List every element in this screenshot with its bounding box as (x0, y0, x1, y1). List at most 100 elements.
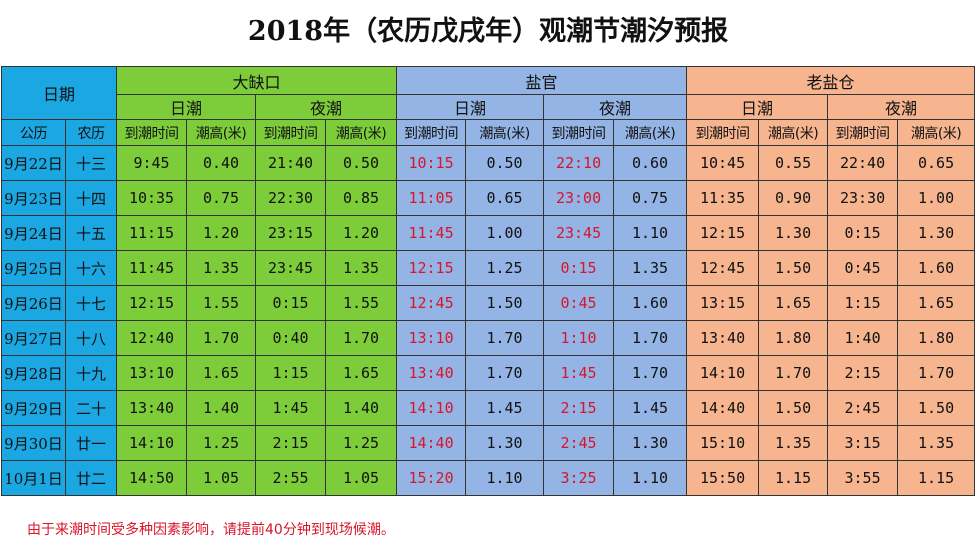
tide-height-header: 潮高(米) (613, 119, 688, 146)
yanguan-day-time-cell: 12:45 (396, 285, 467, 321)
yanguan-day-time-cell: 12:15 (396, 250, 467, 286)
daquekou-night-time-cell: 1:15 (255, 355, 327, 391)
laoyancang-night-height-cell: 1.65 (897, 285, 976, 321)
daquekou-night-height-cell: 0.50 (325, 145, 398, 181)
daquekou-day-time-cell: 10:35 (116, 180, 188, 216)
laoyancang-day-height-cell: 0.55 (758, 145, 829, 181)
laoyancang-night-height-cell: 1.50 (897, 390, 976, 426)
yanguan-night-time-cell: 2:15 (543, 390, 615, 426)
night-tide-header: 夜潮 (543, 94, 688, 120)
laoyancang-day-time-cell: 12:45 (686, 250, 760, 286)
solar-date-cell: 9月25日 (1, 250, 66, 286)
laoyancang-night-time-cell: 0:15 (827, 215, 899, 251)
yanguan-night-height-cell: 1.10 (613, 215, 688, 251)
table-row: 9月25日 十六 11:45 1.35 23:45 1.35 12:15 1.25 0:15 1.… (1, 250, 976, 286)
laoyancang-day-height-cell: 1.70 (758, 355, 829, 391)
daquekou-night-height-cell: 1.05 (325, 460, 398, 496)
daquekou-night-time-cell: 22:30 (255, 180, 327, 216)
solar-date-cell: 9月29日 (1, 390, 66, 426)
laoyancang-day-time-cell: 15:50 (686, 460, 760, 496)
laoyancang-day-time-cell: 11:35 (686, 180, 760, 216)
location-header-laoyancang: 老盐仓 (686, 66, 976, 95)
arrive-time-header: 到潮时间 (543, 119, 615, 146)
solar-date-cell: 9月28日 (1, 355, 66, 391)
daquekou-day-height-cell: 1.20 (186, 215, 257, 251)
table-row: 9月22日 十三 9:45 0.40 21:40 0.50 10:15 0.50 22:10 0.… (1, 145, 976, 181)
night-tide-header: 夜潮 (827, 94, 976, 120)
arrive-time-header: 到潮时间 (396, 119, 467, 146)
solar-date-cell: 9月22日 (1, 145, 66, 181)
daquekou-day-height-cell: 1.65 (186, 355, 257, 391)
yanguan-night-time-cell: 0:45 (543, 285, 615, 321)
daquekou-day-time-cell: 11:45 (116, 250, 188, 286)
laoyancang-night-time-cell: 3:55 (827, 460, 899, 496)
yanguan-day-height-cell: 1.70 (465, 320, 545, 356)
yanguan-night-height-cell: 1.10 (613, 460, 688, 496)
yanguan-night-height-cell: 0.60 (613, 145, 688, 181)
yanguan-night-time-cell: 23:00 (543, 180, 615, 216)
table-row: 9月27日 十八 12:40 1.70 0:40 1.70 13:10 1.70 1:10 1.7… (1, 320, 976, 356)
daquekou-day-time-cell: 12:40 (116, 320, 188, 356)
location-header-daquekou: 大缺口 (116, 66, 398, 95)
laoyancang-night-height-cell: 1.80 (897, 320, 976, 356)
yanguan-day-height-cell: 1.45 (465, 390, 545, 426)
page-title: 2018年（农历戊戌年）观潮节潮汐预报 (247, 16, 729, 47)
solar-date-cell: 9月23日 (1, 180, 66, 216)
daquekou-night-height-cell: 1.35 (325, 250, 398, 286)
day-tide-header: 日潮 (686, 94, 829, 120)
laoyancang-night-height-cell: 0.65 (897, 145, 976, 181)
laoyancang-day-height-cell: 1.35 (758, 425, 829, 461)
daquekou-night-time-cell: 23:45 (255, 250, 327, 286)
table-row: 9月24日 十五 11:15 1.20 23:15 1.20 11:45 1.00 23:45 1… (1, 215, 976, 251)
solar-date-cell: 9月26日 (1, 285, 66, 321)
arrive-time-header: 到潮时间 (116, 119, 188, 146)
tide-height-header: 潮高(米) (897, 119, 976, 146)
yanguan-day-height-cell: 1.30 (465, 425, 545, 461)
yanguan-night-height-cell: 0.75 (613, 180, 688, 216)
laoyancang-day-time-cell: 13:15 (686, 285, 760, 321)
yanguan-night-time-cell: 22:10 (543, 145, 615, 181)
laoyancang-night-time-cell: 2:45 (827, 390, 899, 426)
yanguan-night-height-cell: 1.45 (613, 390, 688, 426)
laoyancang-night-time-cell: 23:30 (827, 180, 899, 216)
daquekou-night-time-cell: 2:55 (255, 460, 327, 496)
yanguan-day-height-cell: 0.65 (465, 180, 545, 216)
day-tide-header: 日潮 (116, 94, 257, 120)
yanguan-day-time-cell: 14:10 (396, 390, 467, 426)
yanguan-day-time-cell: 13:10 (396, 320, 467, 356)
yanguan-night-time-cell: 1:45 (543, 355, 615, 391)
yanguan-day-time-cell: 14:40 (396, 425, 467, 461)
daquekou-night-time-cell: 0:15 (255, 285, 327, 321)
laoyancang-night-height-cell: 1.70 (897, 355, 976, 391)
daquekou-night-height-cell: 1.25 (325, 425, 398, 461)
daquekou-day-height-cell: 0.75 (186, 180, 257, 216)
laoyancang-day-time-cell: 12:15 (686, 215, 760, 251)
daquekou-day-time-cell: 14:10 (116, 425, 188, 461)
day-tide-header: 日潮 (396, 94, 545, 120)
solar-date-cell: 10月1日 (1, 460, 66, 496)
solar-date-cell: 9月30日 (1, 425, 66, 461)
table-row: 9月23日 十四 10:35 0.75 22:30 0.85 11:05 0.65 23:00 0… (1, 180, 976, 216)
footer-note: 由于来潮时间受多种因素影响，请提前40分钟到现场候潮。 (27, 522, 395, 538)
tide-height-header: 潮高(米) (325, 119, 398, 146)
lunar-date-cell: 廿一 (64, 425, 118, 461)
lunar-date-cell: 十七 (64, 285, 118, 321)
yanguan-day-height-cell: 1.10 (465, 460, 545, 496)
yanguan-day-time-cell: 11:05 (396, 180, 467, 216)
yanguan-night-time-cell: 2:45 (543, 425, 615, 461)
solar-calendar-header: 公历 (1, 119, 66, 146)
daquekou-day-height-cell: 1.05 (186, 460, 257, 496)
solar-date-cell: 9月27日 (1, 320, 66, 356)
night-tide-header: 夜潮 (255, 94, 398, 120)
yanguan-night-time-cell: 3:25 (543, 460, 615, 496)
yanguan-night-height-cell: 1.70 (613, 320, 688, 356)
daquekou-night-height-cell: 1.65 (325, 355, 398, 391)
laoyancang-day-height-cell: 1.15 (758, 460, 829, 496)
daquekou-night-height-cell: 1.20 (325, 215, 398, 251)
laoyancang-day-height-cell: 1.65 (758, 285, 829, 321)
laoyancang-day-height-cell: 1.50 (758, 250, 829, 286)
laoyancang-day-time-cell: 13:40 (686, 320, 760, 356)
laoyancang-day-time-cell: 14:10 (686, 355, 760, 391)
daquekou-night-time-cell: 2:15 (255, 425, 327, 461)
yanguan-night-time-cell: 1:10 (543, 320, 615, 356)
